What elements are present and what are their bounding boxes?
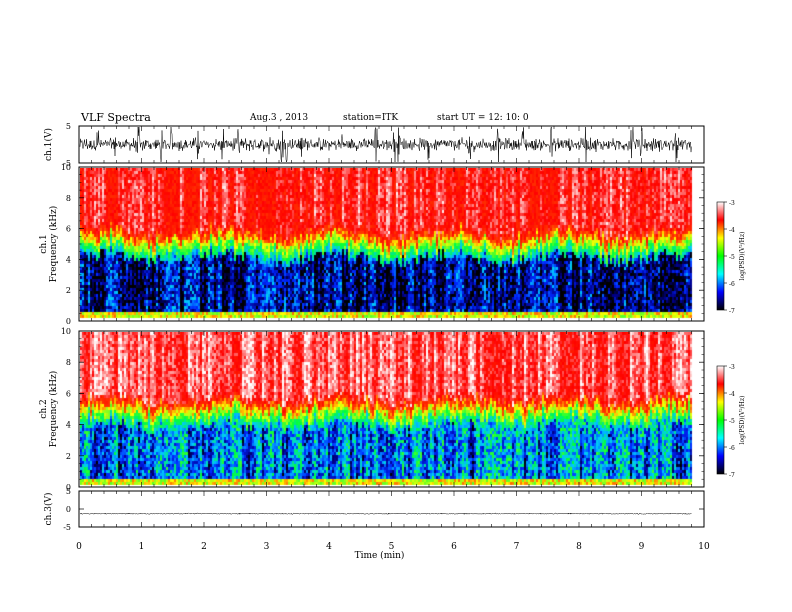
ch2-spectrogram-ytick-label: 0 [66,483,71,492]
x-tick-label: 2 [201,542,207,552]
ch3-waveform-ytick-label: 0 [66,505,71,514]
ch1-spectrogram-ylabel: Frequency (kHz) [48,206,59,283]
ch1-spectrogram-ytick-label: 4 [66,255,71,264]
date-label: Aug.3 , 2013 [250,113,309,123]
ch3-waveform-ytick-label: 5 [66,487,71,496]
ch1-waveform-ytick-label: 5 [66,122,71,131]
x-tick-label: 4 [326,542,332,552]
ch3-waveform-trace [79,512,692,515]
panel3-frame [78,490,705,528]
ch2-spectrogram-ytick-label: 8 [66,358,71,367]
colorbar-tick-label: -3 [729,200,735,207]
ch2-spectrogram-ytick-label: 6 [66,389,71,398]
ch1-spectrogram-image [80,168,693,320]
colorbar-tick-label: -6 [729,281,735,288]
figure-title: VLF Spectra [81,111,151,124]
colorbar-tick-label: -4 [729,227,735,234]
ch1-spectrogram-ylabel: ch.1 [39,234,49,253]
colorbar-tick-label: -5 [729,418,735,425]
colorbar-ch2 [716,365,725,475]
colorbar-ch1 [716,201,725,311]
ch1-spectrogram-ytick-label: 2 [66,286,71,295]
colorbar-tick-label: -7 [729,308,735,315]
ch2-spectrogram-ytick-label: 2 [66,452,71,461]
x-tick-label: 9 [639,542,645,552]
x-tick-label: 6 [451,542,457,552]
x-tick-label: 0 [76,542,82,552]
x-axis-label: Time (min) [355,550,405,561]
ch1-waveform-line [79,126,692,163]
ch1-spectrogram-ytick-label: 10 [61,163,71,172]
colorbar-tick-label: -4 [729,391,735,398]
x-tick-label: 7 [514,542,520,552]
x-tick-label: 3 [264,542,270,552]
ch1-waveform-trace [79,126,692,163]
x-tick-label: 10 [698,542,710,552]
ch2-spectrogram-ytick-label: 4 [66,421,71,430]
ch1-spectrogram-ytick-label: 8 [66,194,71,203]
ch1-waveform-ylabel: ch.1(V) [43,128,54,161]
ch2-spectrogram-image [80,332,693,486]
ch1-waveform-ytick-label: -5 [63,159,71,168]
colorbar-tick-label: -5 [729,254,735,261]
start-time-label: start UT = 12: 10: 0 [437,113,529,123]
colorbar-tick-label: -6 [729,445,735,452]
colorbar-tick-label: -3 [729,364,735,371]
ch3-waveform-ylabel: ch.3(V) [43,493,54,526]
ch1-spectrogram-ytick-label: 0 [66,317,71,326]
colorbar-label: log(PSD)(V²/Hz) [739,232,746,281]
x-tick-label: 8 [576,542,582,552]
station-label: station=ITK [343,113,399,123]
x-tick-label: 1 [139,542,145,552]
ch2-spectrogram-ylabel: ch.2 [39,399,49,418]
ch3-waveform-line [79,512,692,515]
colorbar-tick-label: -7 [729,472,735,479]
ch2-spectrogram-ytick-label: 10 [61,327,71,336]
x-tick-label: 5 [389,542,395,552]
ch1-spectrogram-ytick-label: 6 [66,225,71,234]
ch2-spectrogram-ylabel: Frequency (kHz) [48,371,59,448]
colorbar-label: log(PSD)(V²/Hz) [739,396,746,445]
ch3-waveform-ytick-label: -5 [63,523,71,532]
